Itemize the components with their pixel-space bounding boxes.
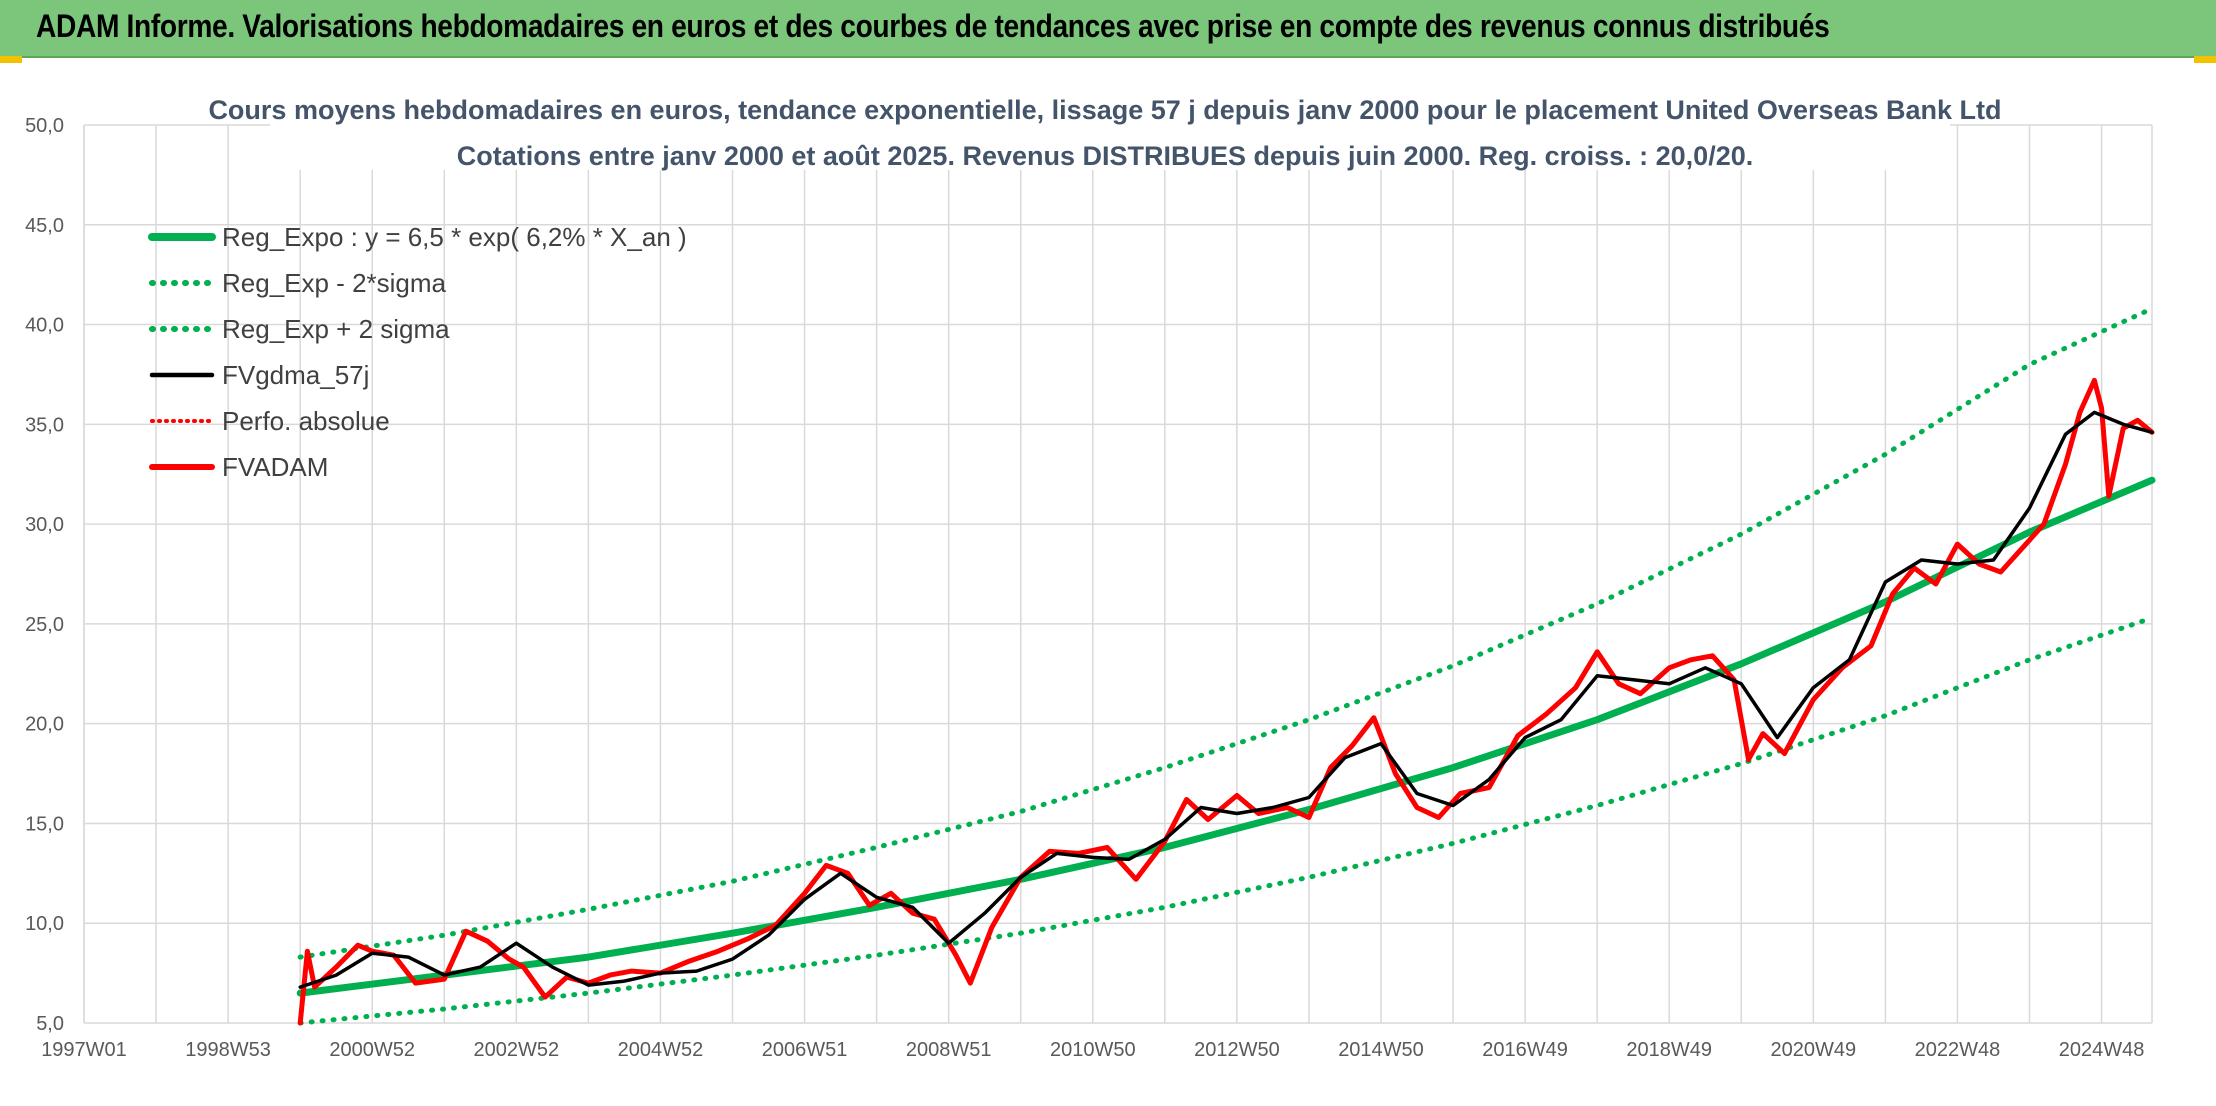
y-tick-label: 45,0 bbox=[25, 215, 64, 237]
x-tick-label: 2012W50 bbox=[1194, 1039, 1280, 1061]
x-tick-label: 2004W52 bbox=[618, 1039, 704, 1061]
legend-label: Reg_Exp + 2 sigma bbox=[222, 314, 450, 344]
x-tick-label: 2024W48 bbox=[2059, 1039, 2145, 1061]
x-tick-label: 2000W52 bbox=[329, 1039, 415, 1061]
chart-title: Cours moyens hebdomadaires en euros, ten… bbox=[208, 95, 2001, 125]
x-tick-label: 2022W48 bbox=[1915, 1039, 2001, 1061]
x-tick-label: 2002W52 bbox=[474, 1039, 560, 1061]
x-tick-label: 2008W51 bbox=[906, 1039, 992, 1061]
y-tick-label: 10,0 bbox=[25, 913, 64, 935]
chart-area: 5,0 10,0 15,0 20,0 25,0 30,0 35,0 40,0 45,0 50,0 … bbox=[0, 60, 2216, 1106]
x-tick-label: 1997W01 bbox=[41, 1039, 127, 1061]
series-lines bbox=[296, 306, 2156, 1026]
series-line-3 bbox=[297, 306, 2155, 960]
series-line-4 bbox=[298, 410, 2154, 989]
legend-label: FVADAM bbox=[222, 452, 328, 482]
report-banner: ADAM Informe. Valorisations hebdomadaire… bbox=[0, 0, 2216, 58]
y-tick-label: 5,0 bbox=[36, 1013, 64, 1035]
y-axis-ticks: 5,0 10,0 15,0 20,0 25,0 30,0 35,0 40,0 45,0 50,0 bbox=[25, 115, 64, 1035]
y-tick-label: 25,0 bbox=[25, 614, 64, 636]
chart-svg: 5,010,015,020,025,030,035,040,045,050,0 … bbox=[25, 60, 2156, 1061]
x-tick-label: 2010W50 bbox=[1050, 1039, 1136, 1061]
legend-label: Reg_Exp - 2*sigma bbox=[222, 268, 447, 298]
y-tick-label: 15,0 bbox=[25, 813, 64, 835]
legend-label: FVgdma_57j bbox=[222, 360, 369, 390]
series-line-6 bbox=[297, 377, 2155, 1026]
series-line-1 bbox=[296, 476, 2156, 997]
legend: Reg_Expo : y = 6,5 * exp( 6,2% * X_an ) R… bbox=[148, 222, 687, 482]
y-tick-label: 30,0 bbox=[25, 514, 64, 536]
y-tick-label: 20,0 bbox=[25, 714, 64, 736]
x-tick-label: 2006W51 bbox=[762, 1039, 848, 1061]
x-tick-label: 2018W49 bbox=[1626, 1039, 1712, 1061]
banner-accent-right bbox=[2194, 56, 2216, 63]
report-title: ADAM Informe. Valorisations hebdomadaire… bbox=[36, 8, 1830, 44]
legend-label: Perfo. absolue bbox=[222, 406, 390, 436]
x-axis-ticks: 1997W01 1998W53 2000W52 2002W52 2004W52 2006W… bbox=[41, 1039, 2144, 1061]
y-tick-label: 35,0 bbox=[25, 414, 64, 436]
y-tick-label: 50,0 bbox=[25, 115, 64, 137]
legend-label: Reg_Expo : y = 6,5 * exp( 6,2% * X_an ) bbox=[222, 222, 687, 252]
chart-subtitle: Cotations entre janv 2000 et août 2025. … bbox=[457, 141, 1753, 171]
x-tick-label: 2014W50 bbox=[1338, 1039, 1424, 1061]
x-tick-label: 2020W49 bbox=[1771, 1039, 1857, 1061]
title-background bbox=[270, 60, 1950, 170]
series-line-2 bbox=[297, 615, 2155, 1026]
x-tick-label: 1998W53 bbox=[185, 1039, 271, 1061]
series-line-5 bbox=[298, 378, 2154, 1025]
y-tick-label: 40,0 bbox=[25, 315, 64, 337]
banner-accent-left bbox=[0, 56, 22, 63]
x-tick-label: 2016W49 bbox=[1482, 1039, 1568, 1061]
grid-lines bbox=[83, 124, 2153, 1024]
